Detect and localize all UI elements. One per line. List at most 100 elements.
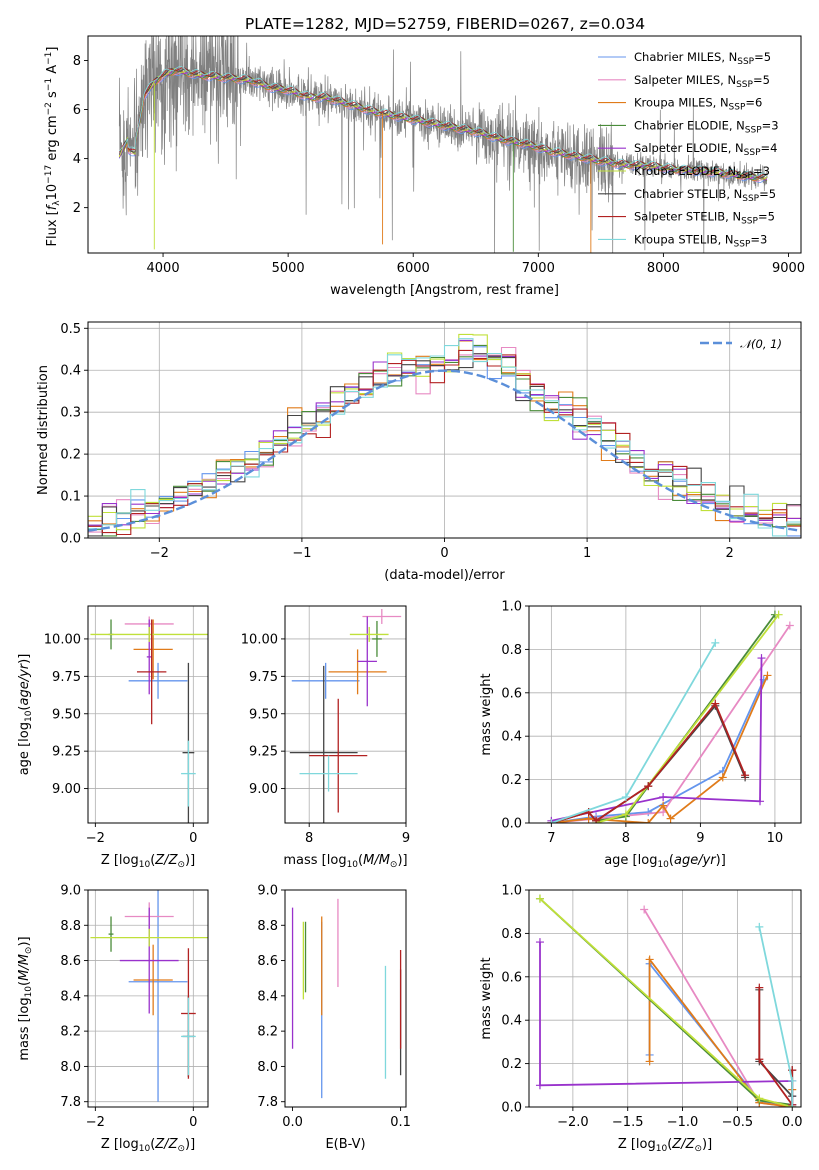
label-part: SSP — [737, 57, 754, 67]
series-line-salpeter-miles — [643, 909, 794, 1107]
legend-entry-chabrier-stelib: Chabrier STELIB, NSSP=5 — [634, 187, 776, 204]
legend-entry-chabrier-miles: Chabrier MILES, NSSP=5 — [634, 50, 771, 67]
x-tick-label: 0.0 — [782, 1115, 803, 1130]
y-tick-label: 8.2 — [60, 1025, 81, 1040]
mass-weight-vs-age-plot-area — [547, 610, 794, 823]
label-part: −1 — [44, 52, 54, 65]
x-tick-label: 5000 — [272, 261, 305, 276]
y-tick-label: 0.4 — [501, 730, 522, 745]
y-tick-label: 0.6 — [501, 686, 522, 701]
marker-salpeter-elodie — [659, 792, 668, 801]
axes-frame — [87, 605, 209, 824]
marker-salpeter-miles — [785, 621, 794, 630]
label-part: 10 — [24, 710, 34, 722]
label-part: =3 — [762, 118, 779, 132]
y-tick-label: 0.0 — [501, 1101, 522, 1116]
marker-kroupa-elodie — [535, 894, 544, 903]
y-tick-label: 0.0 — [60, 532, 81, 547]
y-tick-label: 0.6 — [501, 970, 522, 985]
x-tick-label: −2 — [150, 546, 169, 561]
y-tick-label: 9.0 — [257, 884, 278, 899]
x-tick-label: −0.5 — [722, 1115, 754, 1130]
mass-vs-metallicity-panel: −2 07.88.08.28.48.68.89.0Z [log10(Z/Z⊙)]m… — [17, 884, 209, 1154]
label-part: =4 — [761, 141, 778, 155]
x-tick-label: 9 — [402, 831, 410, 846]
legend-entry-salpeter-stelib: Salpeter STELIB, NSSP=5 — [634, 210, 775, 227]
legend-entry-salpeter-elodie: Salpeter ELODIE, NSSP=4 — [634, 141, 777, 158]
x-tick-label: 7 — [547, 831, 555, 846]
label-part: Flux [ — [45, 210, 60, 246]
x-axis-label: Z [log10(Z/Z⊙)] — [618, 1137, 712, 1154]
label-part: 10 — [347, 860, 359, 870]
label-part: 10 — [139, 860, 151, 870]
age-vs-metallicity-plot-area — [90, 616, 208, 823]
y-tick-label: 8.0 — [257, 1060, 278, 1075]
legend-entry-kroupa-stelib: Kroupa STELIB, NSSP=3 — [634, 232, 767, 249]
label-part: ⊙ — [390, 860, 398, 870]
spectrum-plot-area — [118, 36, 768, 253]
label-part: erg cm — [45, 115, 60, 164]
y-tick-label: 1.0 — [501, 884, 522, 899]
marker-kroupa-miles — [645, 955, 654, 964]
marker-salpeter-stelib — [711, 699, 720, 708]
label-part: ⊙ — [694, 1144, 702, 1154]
x-tick-label: 4000 — [147, 261, 180, 276]
series-line-chabrier-miles — [648, 961, 794, 1107]
model-spectrum-chabrier-miles — [118, 72, 768, 184]
label-part: λ — [52, 200, 62, 206]
series-line-chabrier-stelib — [551, 704, 746, 823]
y-tick-label: 0.0 — [501, 817, 522, 832]
series-line-salpeter-elodie — [539, 942, 794, 1105]
marker-chabrier-miles — [644, 808, 653, 817]
x-axis-label: mass [log10(M/M⊙)] — [283, 853, 407, 870]
label-part: )] — [185, 853, 195, 868]
marker-kroupa-miles — [718, 773, 727, 782]
label-part: f — [45, 203, 60, 210]
y-tick-label: 9.0 — [60, 884, 81, 899]
marker-kroupa-elodie — [774, 610, 783, 619]
x-tick-label: −2.0 — [557, 1115, 589, 1130]
model-spectrum-salpeter-stelib — [118, 67, 768, 178]
x-tick-label: −2 — [86, 831, 105, 846]
label-part: Chabrier ELODIE, N — [634, 118, 745, 132]
y-tick-label: 6 — [73, 103, 81, 118]
y-axis-label: mass [log10(M/M⊙)] — [17, 936, 34, 1060]
label-part: )] — [397, 853, 407, 868]
label-part: A — [45, 65, 60, 78]
residuals-legend: 𝒩(0, 1) — [700, 337, 782, 351]
label-part: Kroupa ELODIE, N — [634, 164, 736, 178]
label-part: Salpeter STELIB, N — [634, 210, 741, 224]
y-tick-label: 9.75 — [249, 670, 278, 685]
residuals-panel: −2 −1 0 1 2 0.0 0.1 0.2 0.3 0.4 0.5 (data-model)/er… — [36, 321, 802, 583]
model-spectrum-kroupa-stelib — [118, 66, 768, 177]
mass-vs-metallicity-plot-area — [90, 890, 208, 1102]
marker-salpeter-stelib — [644, 782, 653, 791]
label-part: −17 — [44, 165, 54, 184]
y-tick-label: 0.8 — [501, 927, 522, 942]
mass-weight-vs-metallicity-plot-area — [535, 894, 797, 1107]
y-tick-label: 0.8 — [501, 643, 522, 658]
label-part: Z/Z — [671, 1137, 695, 1152]
x-axis-label: age [log10(age/yr)] — [604, 853, 726, 870]
label-part: −2 — [44, 102, 54, 115]
label-part: 10 — [45, 184, 60, 201]
label-part: SSP — [729, 103, 746, 113]
label-part: age/yr — [17, 662, 32, 705]
label-part: mass [log — [17, 997, 32, 1060]
marker-salpeter-stelib — [741, 771, 750, 780]
axes-frame — [284, 605, 407, 824]
series-line-chabrier-miles — [551, 679, 765, 823]
histogram-kroupa-stelib — [88, 338, 801, 537]
x-tick-label: 0 — [189, 831, 197, 846]
label-part: =5 — [754, 50, 771, 64]
observed-spectrum-line — [118, 36, 768, 253]
marker-salpeter-elodie — [756, 797, 765, 806]
y-tick-label: 10.00 — [241, 632, 278, 647]
label-part: ( — [150, 853, 155, 868]
y-axis-label: mass weight — [479, 673, 494, 755]
y-tick-label: 0.3 — [60, 406, 81, 421]
label-part: E(B-V) — [325, 1137, 365, 1152]
